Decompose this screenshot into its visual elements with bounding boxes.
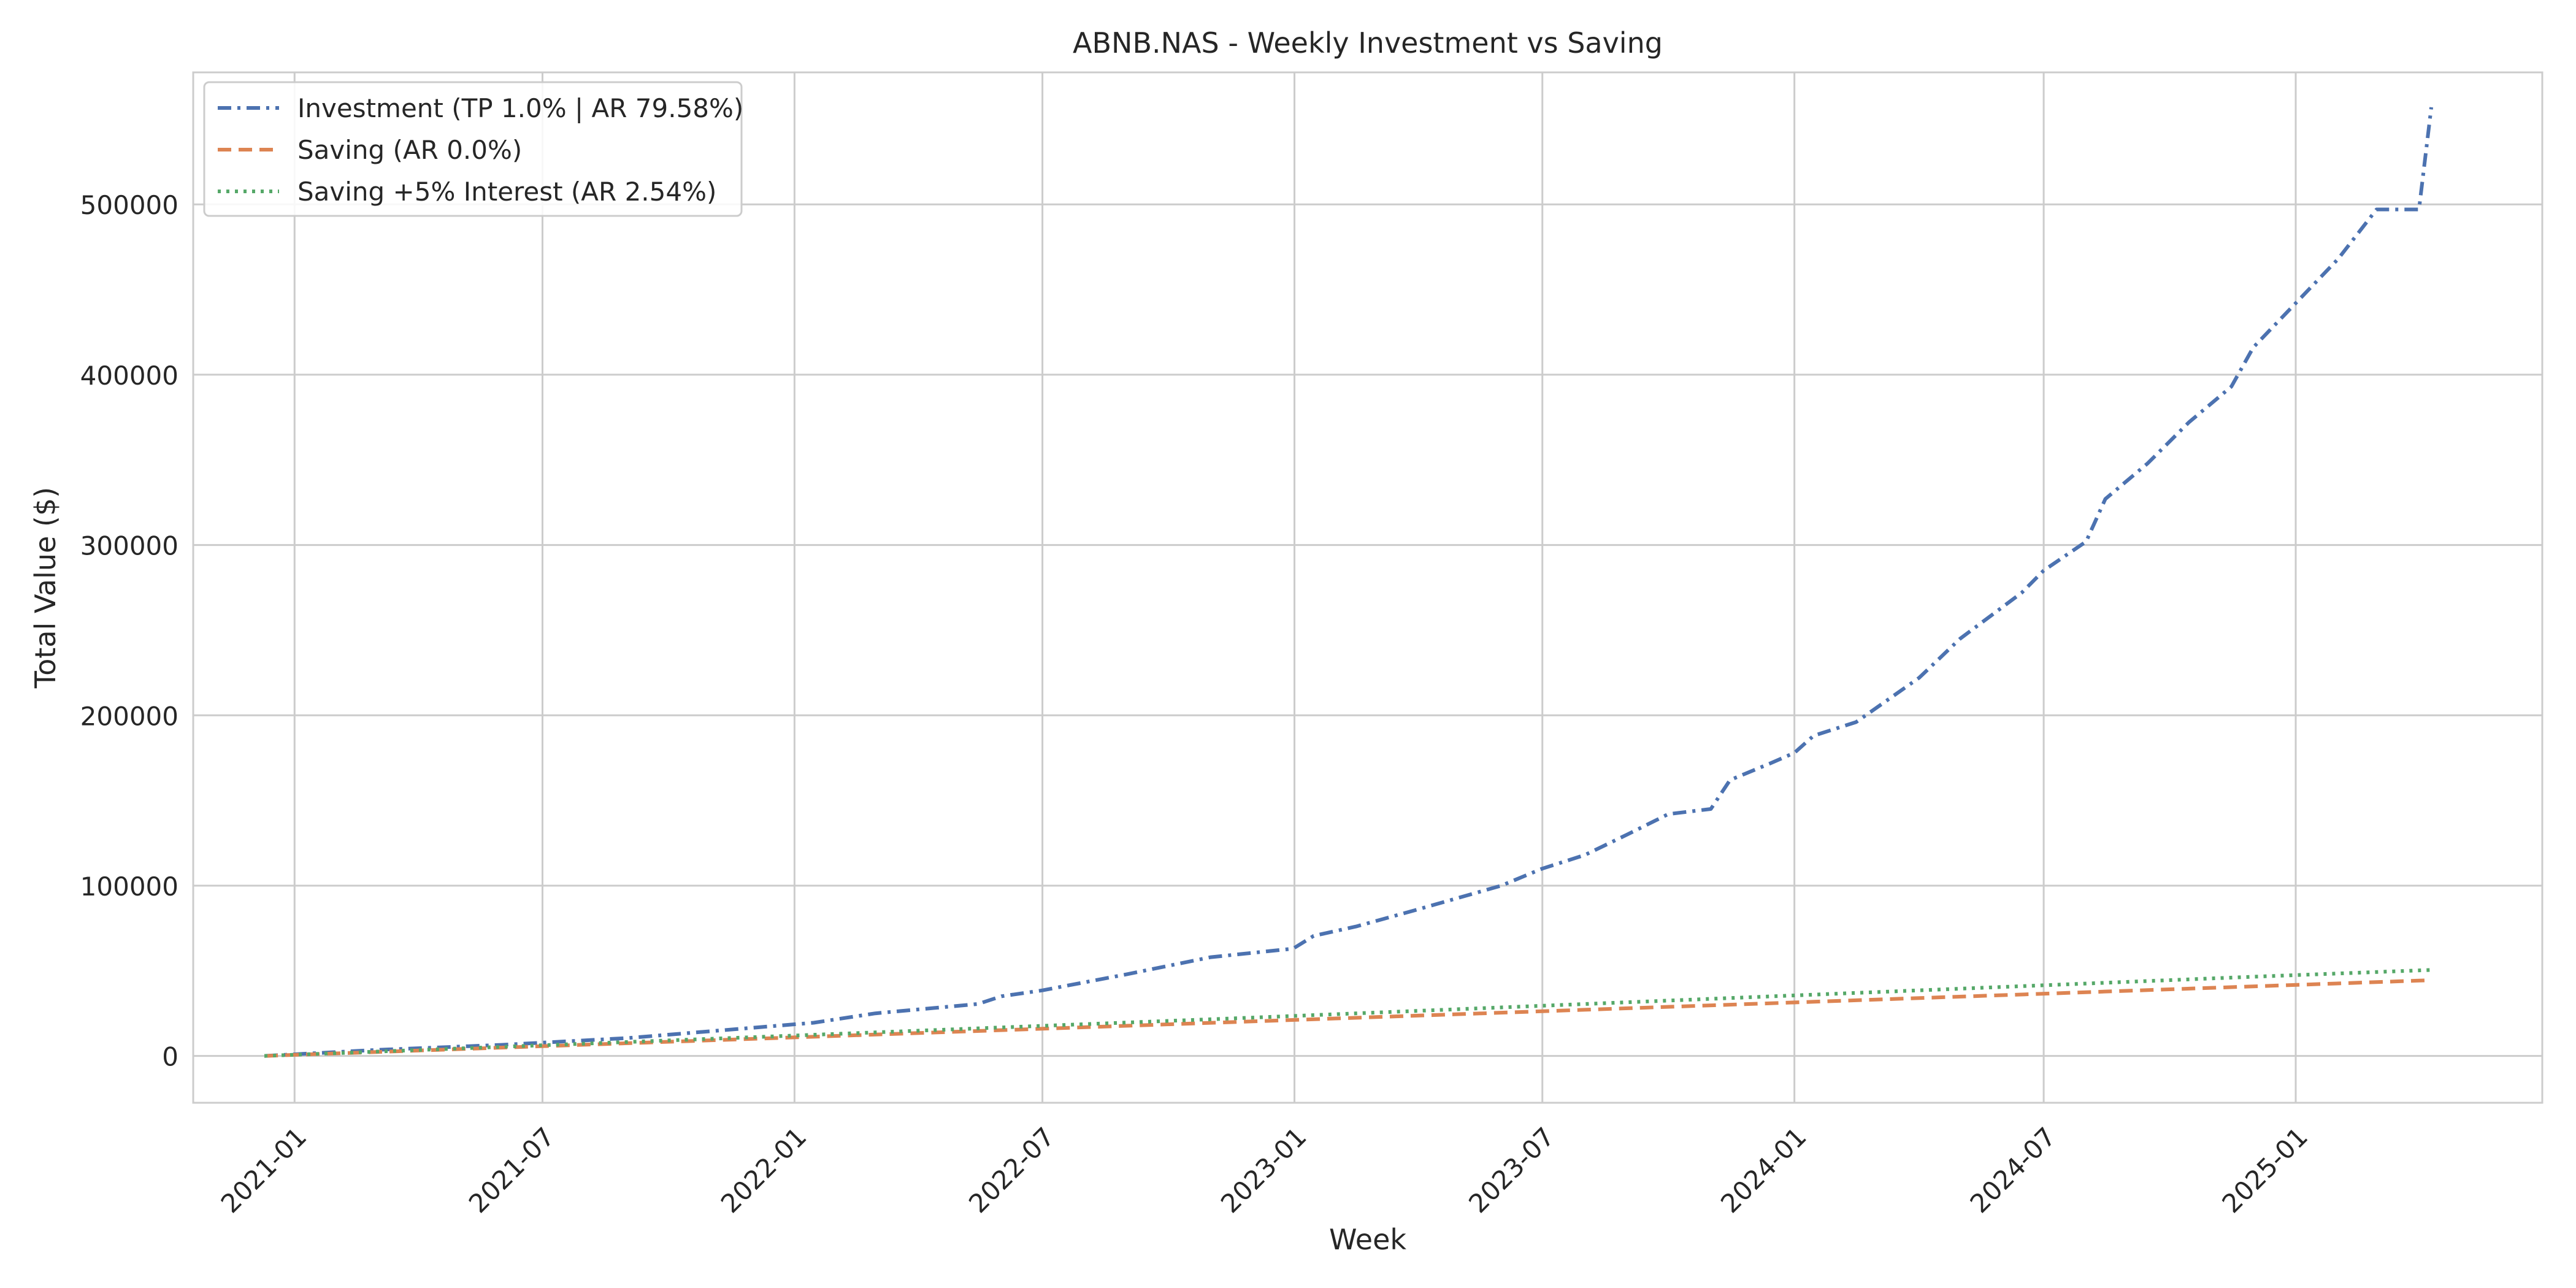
y-tick-label: 0 [162, 1042, 178, 1072]
series-lines [264, 107, 2434, 1058]
y-tick-label: 400000 [80, 361, 178, 391]
legend-label-1: Investment (TP 1.0% | AR 79.58%) [297, 93, 743, 123]
series-line-1 [264, 107, 2434, 1058]
series-line-3 [264, 968, 2432, 1058]
plot-frame [192, 71, 2543, 1104]
legend-label-2: Saving (AR 0.0%) [297, 135, 522, 165]
legend-label-3: Saving +5% Interest (AR 2.54%) [297, 177, 716, 207]
legend-box [203, 81, 743, 217]
y-tick-label: 300000 [80, 531, 178, 561]
x-axis-title: Week [1329, 1223, 1406, 1256]
y-axis-title: Total Value ($) [29, 487, 62, 689]
legend: Investment (TP 1.0% | AR 79.58%) Saving (… [203, 81, 743, 217]
y-tick-label: 500000 [80, 190, 178, 220]
y-tick-label: 200000 [80, 701, 178, 731]
chart-title: ABNB.NAS - Weekly Investment vs Saving [1073, 26, 1663, 59]
grid-lines [193, 72, 2542, 1103]
y-tick-label: 100000 [80, 872, 178, 902]
